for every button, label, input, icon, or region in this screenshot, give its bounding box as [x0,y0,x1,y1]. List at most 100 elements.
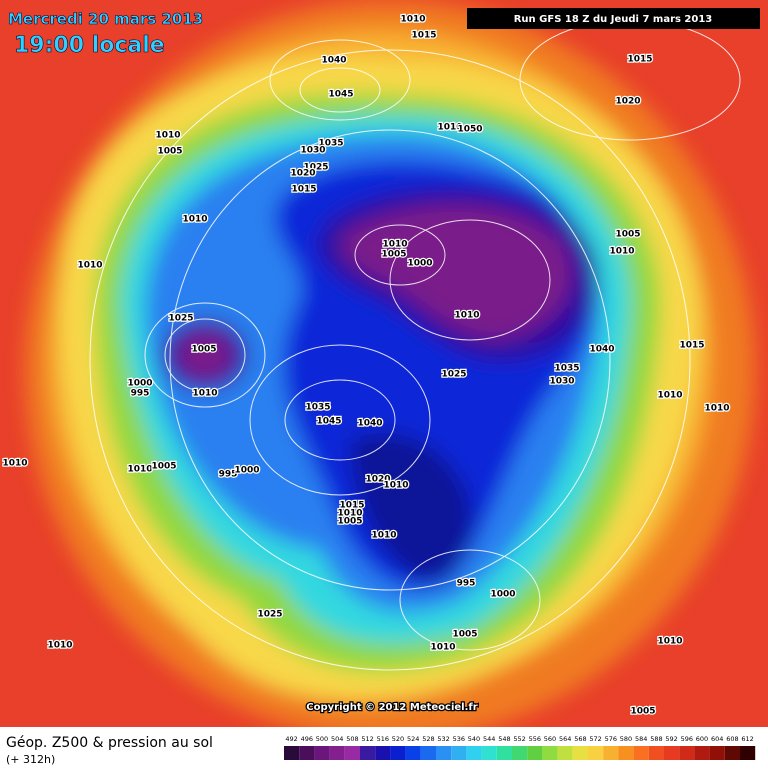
legend-level: 612 [741,735,753,743]
isobar-label: 1015 [339,501,364,511]
legend-level: 544 [483,735,495,743]
isobar-label: 1010 [657,391,682,401]
legend-swatch [542,746,558,760]
isobars [89,19,741,671]
isobar-label: 1010 [337,509,362,519]
legend-title: Géop. Z500 & pression au sol [6,735,213,751]
isobar-label: 1025 [168,314,193,324]
legend-swatch [512,746,528,760]
isobar-label: 1010 [430,643,455,653]
legend-swatch [664,746,680,760]
legend-level: 576 [605,735,617,743]
forecast-lead: (+ 312h) [6,753,55,766]
isobar-label: 1040 [589,345,614,355]
isobar-label: 1010 [192,389,217,399]
isobar-label: 1000 [490,590,515,600]
legend-level: 600 [696,735,708,743]
legend-swatch [496,746,512,760]
isobar-label: 1010 [704,404,729,414]
isobar-label: 1015 [679,341,704,351]
isobar-label: 1010 [400,15,425,25]
legend-swatch [694,746,710,760]
legend-level: 604 [711,735,723,743]
legend-level: 504 [331,735,343,743]
copyright: Copyright © 2012 Meteociel.fr [306,702,477,713]
isobar-label: 1045 [328,90,353,100]
legend-swatch [405,746,421,760]
isobar-label: 1035 [305,403,330,413]
isobar-label: 1005 [191,345,216,355]
legend-swatch [724,746,740,760]
isobar-label: 1035 [554,364,579,374]
isobar-label: 1020 [290,169,315,179]
isobar-label: 1010 [454,311,479,321]
legend-level: 528 [422,735,434,743]
isobar-label: 1030 [300,146,325,156]
legend-swatch [420,746,436,760]
isobar-label: 1010 [383,481,408,491]
legend-swatch [618,746,634,760]
legend-swatch [588,746,604,760]
legend-swatch [679,746,695,760]
legend-level: 540 [468,735,480,743]
isobar-label: 1030 [549,377,574,387]
legend-level: 556 [529,735,541,743]
legend-level: 584 [635,735,647,743]
map-date: Mercredi 20 mars 2013 [8,10,203,28]
isobar-label: 995 [457,579,476,589]
isobar-label: 1000 [127,379,152,389]
legend-swatch [633,746,649,760]
run-box [467,8,760,29]
legend-level: 588 [650,735,662,743]
legend-swatch [299,746,315,760]
isobar-label: 1005 [151,462,176,472]
legend-level: 496 [301,735,313,743]
isobar-label: 1025 [303,163,328,173]
legend-swatch [572,746,588,760]
legend-level: 524 [407,735,419,743]
map-field [0,0,768,727]
legend-level: 552 [513,735,525,743]
isobar-label: 1010 [382,240,407,250]
legend-level: 516 [377,735,389,743]
isobar-label: 1005 [381,250,406,260]
legend-level: 500 [316,735,328,743]
isobar-label: 1045 [316,417,341,427]
legend-swatch [527,746,543,760]
run-info: Run GFS 18 Z du Jeudi 7 mars 2013 [514,14,713,25]
isobar-label: 1010 [609,247,634,257]
legend-level: 568 [574,735,586,743]
isobar-label: 1035 [318,139,343,149]
legend-level: 512 [361,735,373,743]
map-time: 19:00 locale [14,33,165,58]
legend-swatch [740,746,756,760]
legend-level: 508 [346,735,358,743]
isobar-label: 1040 [357,419,382,429]
legend-level: 572 [589,735,601,743]
legend-swatch [436,746,452,760]
legend-swatch [466,746,482,760]
legend-level: 560 [544,735,556,743]
isobar-label: 1000 [407,259,432,269]
isobar-label: 995 [219,470,238,480]
legend-swatch [329,746,345,760]
legend-level: 536 [453,735,465,743]
legend-swatch [451,746,467,760]
isobar-label: 1020 [615,97,640,107]
isobar-label: 1025 [441,370,466,380]
legend-swatch [344,746,360,760]
legend-swatch [648,746,664,760]
isobar-label: 1040 [321,56,346,66]
isobar-label: 1010 [2,459,27,469]
isobar-label: 1025 [257,610,282,620]
isobar-label: 1005 [452,630,477,640]
legend-swatch [603,746,619,760]
legend-swatch [314,746,330,760]
legend-swatch [481,746,497,760]
legend-level: 596 [681,735,693,743]
isobar-label: 1010 [47,641,72,651]
legend-level: 548 [498,735,510,743]
isobar-label: 995 [131,389,150,399]
legend-level: 492 [285,735,297,743]
